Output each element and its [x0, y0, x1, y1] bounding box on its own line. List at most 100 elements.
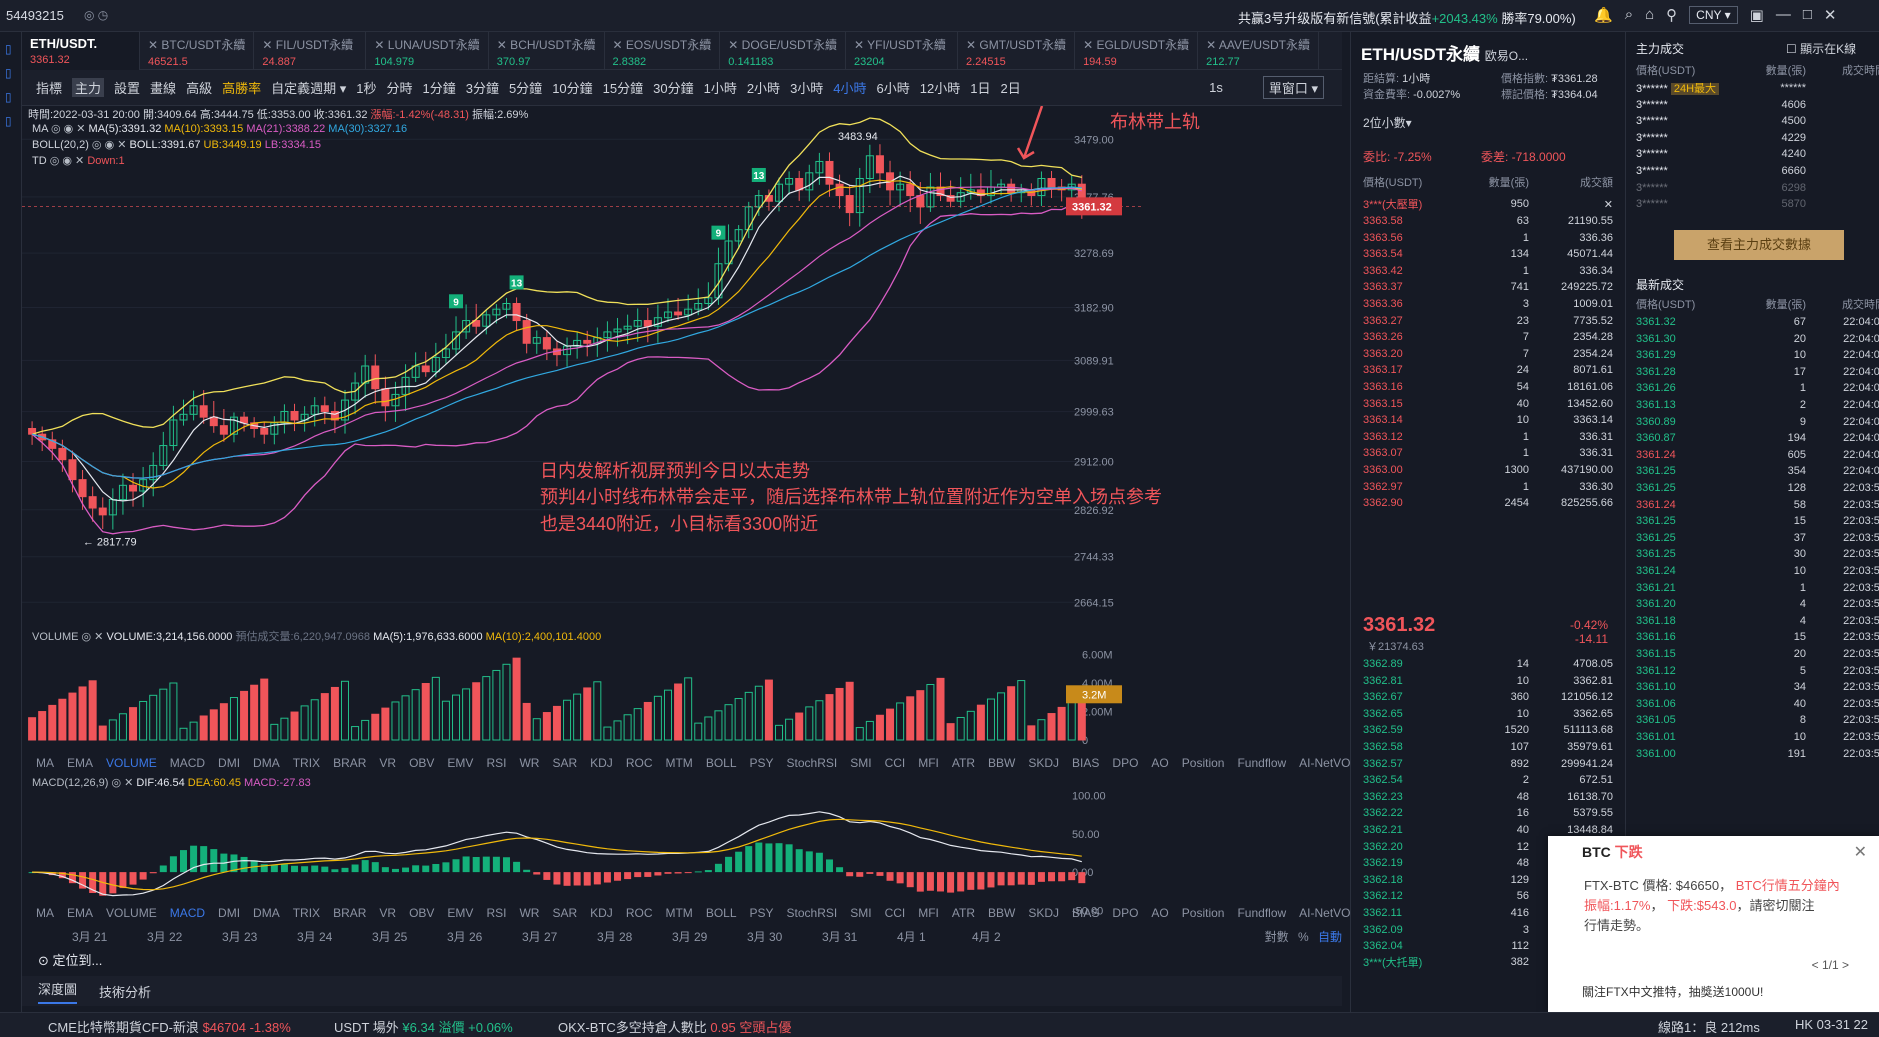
indicator-tab[interactable]: MACD: [169, 756, 206, 770]
market-tab[interactable]: ✕ DOGE/USDT永續 0.141183: [720, 32, 846, 70]
indicator-tab[interactable]: BOLL: [705, 906, 737, 920]
close-icon[interactable]: ✕: [1853, 844, 1867, 861]
orderbook-row[interactable]: 3363.12 1 336.31: [1363, 429, 1613, 445]
orderbook-row[interactable]: 3363.26 7 2354.28: [1363, 329, 1613, 345]
trade-row[interactable]: 3361.05 8 22:03:59: [1636, 712, 1879, 728]
indicator-tab[interactable]: AI-NetVOL: [1299, 906, 1358, 920]
trade-row[interactable]: 3361.25 37 22:03:59: [1636, 530, 1879, 546]
orderbook-row[interactable]: 3363.54 134 45071.44: [1363, 246, 1613, 262]
orderbook-row[interactable]: 3362.59 1520 511113.68: [1363, 722, 1613, 738]
indicator-tab[interactable]: BIAS: [1072, 756, 1100, 770]
news-icon[interactable]: ▯: [5, 66, 12, 80]
orderbook-row[interactable]: 3362.57 892 299941.24: [1363, 756, 1613, 772]
indicator-tab[interactable]: DMI: [218, 756, 241, 770]
indicator-tab[interactable]: AO: [1151, 756, 1169, 770]
indicator-tab[interactable]: AO: [1151, 906, 1169, 920]
tab-technical[interactable]: 技術分析: [99, 984, 152, 1000]
indicator-tab[interactable]: WR: [519, 756, 540, 770]
trade-row[interactable]: 3361.32 67 22:04:00: [1636, 314, 1879, 330]
indicator-tab[interactable]: EMV: [447, 756, 474, 770]
indicator-tab[interactable]: ATR: [951, 906, 976, 920]
orderbook-row[interactable]: 3362.54 2 672.51: [1363, 772, 1613, 788]
orderbook-row[interactable]: 3362.58 107 35979.61: [1363, 739, 1613, 755]
indicator-tab[interactable]: PSY: [749, 906, 774, 920]
orderbook-row[interactable]: 3362.90 2454 825255.66: [1363, 495, 1613, 511]
indicator-tab[interactable]: OBV: [409, 906, 435, 920]
indicator-tab[interactable]: CCI: [884, 756, 906, 770]
whale-trade-row[interactable]: 3****** 4229: [1636, 130, 1879, 146]
indicator-tab[interactable]: DMA: [253, 906, 280, 920]
indicator-tab[interactable]: DPO: [1112, 906, 1139, 920]
indicator-tab[interactable]: EMA: [67, 756, 94, 770]
toolbar-item[interactable]: 3分鐘: [465, 81, 499, 96]
trade-row[interactable]: 3360.87 194 22:04:00: [1636, 430, 1879, 446]
trade-row[interactable]: 3361.24 58 22:03:59: [1636, 497, 1879, 513]
indicator-tab[interactable]: DMA: [253, 756, 280, 770]
indicator-tab[interactable]: MFI: [918, 756, 939, 770]
indicator-tab[interactable]: VR: [379, 906, 397, 920]
toolbar-item[interactable]: 自定義週期 ▾: [271, 81, 347, 96]
close-icon[interactable]: ✕: [1823, 7, 1837, 24]
trade-row[interactable]: 3361.25 128 22:03:59: [1636, 480, 1879, 496]
indicator-tab[interactable]: SKDJ: [1028, 906, 1060, 920]
toolbar-item[interactable]: 分時: [386, 81, 413, 96]
market-tab[interactable]: ✕ EGLD/USDT永續 194.59: [1075, 32, 1199, 70]
orderbook-row[interactable]: 3362.89 14 4708.05: [1363, 656, 1613, 672]
orderbook-row[interactable]: 3363.37 741 249225.72: [1363, 279, 1613, 295]
orderbook-row[interactable]: 3363.16 54 18161.06: [1363, 379, 1613, 395]
trade-row[interactable]: 3361.25 30 22:03:59: [1636, 546, 1879, 562]
market-tab[interactable]: ✕ LUNA/USDT永續 104.979: [366, 32, 489, 70]
indicator-tab[interactable]: BBW: [988, 906, 1016, 920]
indicator-tab[interactable]: SMI: [850, 906, 872, 920]
orderbook-row[interactable]: 3363.14 10 3363.14: [1363, 412, 1613, 428]
indicator-tab[interactable]: StochRSI: [786, 756, 838, 770]
trade-row[interactable]: 3361.06 40 22:03:59: [1636, 696, 1879, 712]
toolbar-item[interactable]: 高勝率: [222, 81, 262, 96]
indicator-tab[interactable]: EMA: [67, 906, 94, 920]
trade-row[interactable]: 3361.28 17 22:04:00: [1636, 364, 1879, 380]
auto-toggle[interactable]: 自動: [1317, 930, 1342, 944]
trade-row[interactable]: 3360.89 9 22:04:00: [1636, 414, 1879, 430]
trade-row[interactable]: 3361.25 15 22:03:59: [1636, 513, 1879, 529]
toolbar-item[interactable]: 1分鐘: [422, 81, 456, 96]
search-icon[interactable]: ⌕: [1624, 6, 1634, 23]
orderbook-row[interactable]: 3362.22 16 5379.55: [1363, 805, 1613, 821]
trade-row[interactable]: 3361.30 20 22:04:00: [1636, 331, 1879, 347]
toolbar-item[interactable]: 6小時: [876, 81, 910, 96]
trade-row[interactable]: 3361.29 10 22:04:00: [1636, 347, 1879, 363]
trade-row[interactable]: 3361.24 10 22:03:59: [1636, 563, 1879, 579]
orderbook-row[interactable]: 3362.67 360 121056.12: [1363, 689, 1613, 705]
indicator-tab[interactable]: StochRSI: [786, 906, 838, 920]
indicator-tab[interactable]: BOLL: [705, 756, 737, 770]
toolbar-item[interactable]: 30分鐘: [653, 81, 694, 96]
trade-row[interactable]: 3361.00 191 22:03:59: [1636, 746, 1879, 762]
market-tab[interactable]: ✕ BCH/USDT永續 370.97: [489, 32, 605, 70]
orderbook-row[interactable]: 3363.20 7 2354.24: [1363, 346, 1613, 362]
toolbar-item[interactable]: 指標: [36, 81, 63, 96]
indicator-tab[interactable]: Fundflow: [1237, 906, 1287, 920]
orderbook-row[interactable]: 3363.17 24 8071.61: [1363, 362, 1613, 378]
layout-icon[interactable]: ▣: [1749, 7, 1764, 24]
indicator-tab[interactable]: MTM: [665, 756, 693, 770]
toolbar-item[interactable]: 2日: [1000, 81, 1021, 96]
toolbar-item[interactable]: 主力: [72, 78, 105, 97]
orderbook-row[interactable]: 3362.81 10 3362.81: [1363, 673, 1613, 689]
whale-trade-row[interactable]: 3****** 4500: [1636, 113, 1879, 129]
toolbar-item[interactable]: 3小時: [790, 81, 824, 96]
toolbar-item[interactable]: 10分鐘: [552, 81, 593, 96]
toolbar-item[interactable]: 4小時: [833, 81, 867, 96]
trade-row[interactable]: 3361.24 605 22:04:00: [1636, 447, 1879, 463]
toolbar-item[interactable]: 高級: [186, 81, 213, 96]
whale-trade-row[interactable]: 3****** 5870: [1636, 196, 1879, 212]
orderbook-row[interactable]: 3***(大壓單) 950 ✕: [1363, 196, 1613, 212]
indicator-tab[interactable]: VOLUME: [106, 906, 157, 920]
price-chart[interactable]: 3479.003377.763278.693182.903089.912999.…: [22, 106, 1362, 1006]
orderbook-row[interactable]: 3363.42 1 336.34: [1363, 263, 1613, 279]
market-tab[interactable]: ✕ YFI/USDT永續 23204: [846, 32, 958, 70]
indicator-tab[interactable]: DMI: [218, 906, 241, 920]
indicator-tab[interactable]: AI-NetVOL: [1299, 756, 1358, 770]
market-tab[interactable]: ETH/USDT. 3361.32: [22, 32, 140, 70]
whale-trade-row[interactable]: 3****** 4240: [1636, 146, 1879, 162]
trade-row[interactable]: 3361.01 10 22:03:59: [1636, 729, 1879, 745]
market-tab[interactable]: ✕ GMT/USDT永續 2.24515: [958, 32, 1076, 70]
